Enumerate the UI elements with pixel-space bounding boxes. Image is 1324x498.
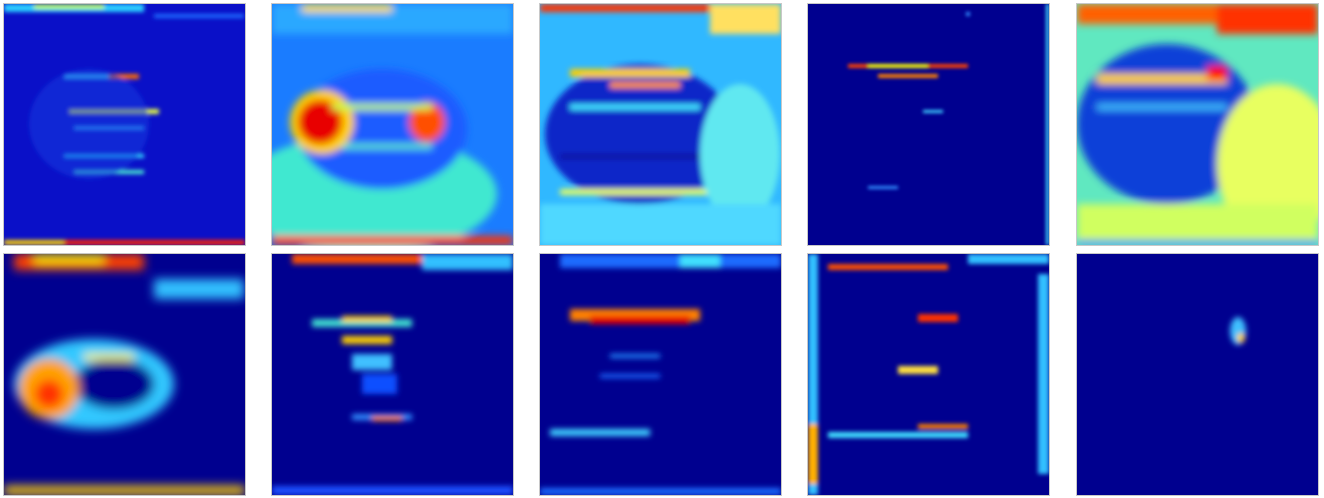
heatmap-r1c4 <box>808 4 1049 245</box>
heatmap-r2c3 <box>540 254 781 495</box>
heatmap-r1c5 <box>1077 4 1318 245</box>
feature-map-r2c4 <box>807 253 1050 496</box>
feature-map-r1c1 <box>3 3 246 246</box>
feature-map-r2c1 <box>3 253 246 496</box>
feature-map-r1c5 <box>1076 3 1319 246</box>
feature-map-r1c4 <box>807 3 1050 246</box>
feature-map-r1c2 <box>271 3 514 246</box>
feature-map-r2c3 <box>539 253 782 496</box>
feature-map-r1c3 <box>539 3 782 246</box>
heatmap-r1c2 <box>272 4 513 245</box>
heatmap-r2c2 <box>272 254 513 495</box>
heatmap-r2c4 <box>808 254 1049 495</box>
heatmap-r2c1 <box>4 254 245 495</box>
feature-map-r2c5 <box>1076 253 1319 496</box>
feature-map-r2c2 <box>271 253 514 496</box>
heatmap-r2c5 <box>1077 254 1318 495</box>
heatmap-r1c3 <box>540 4 781 245</box>
heatmap-r1c1 <box>4 4 245 245</box>
